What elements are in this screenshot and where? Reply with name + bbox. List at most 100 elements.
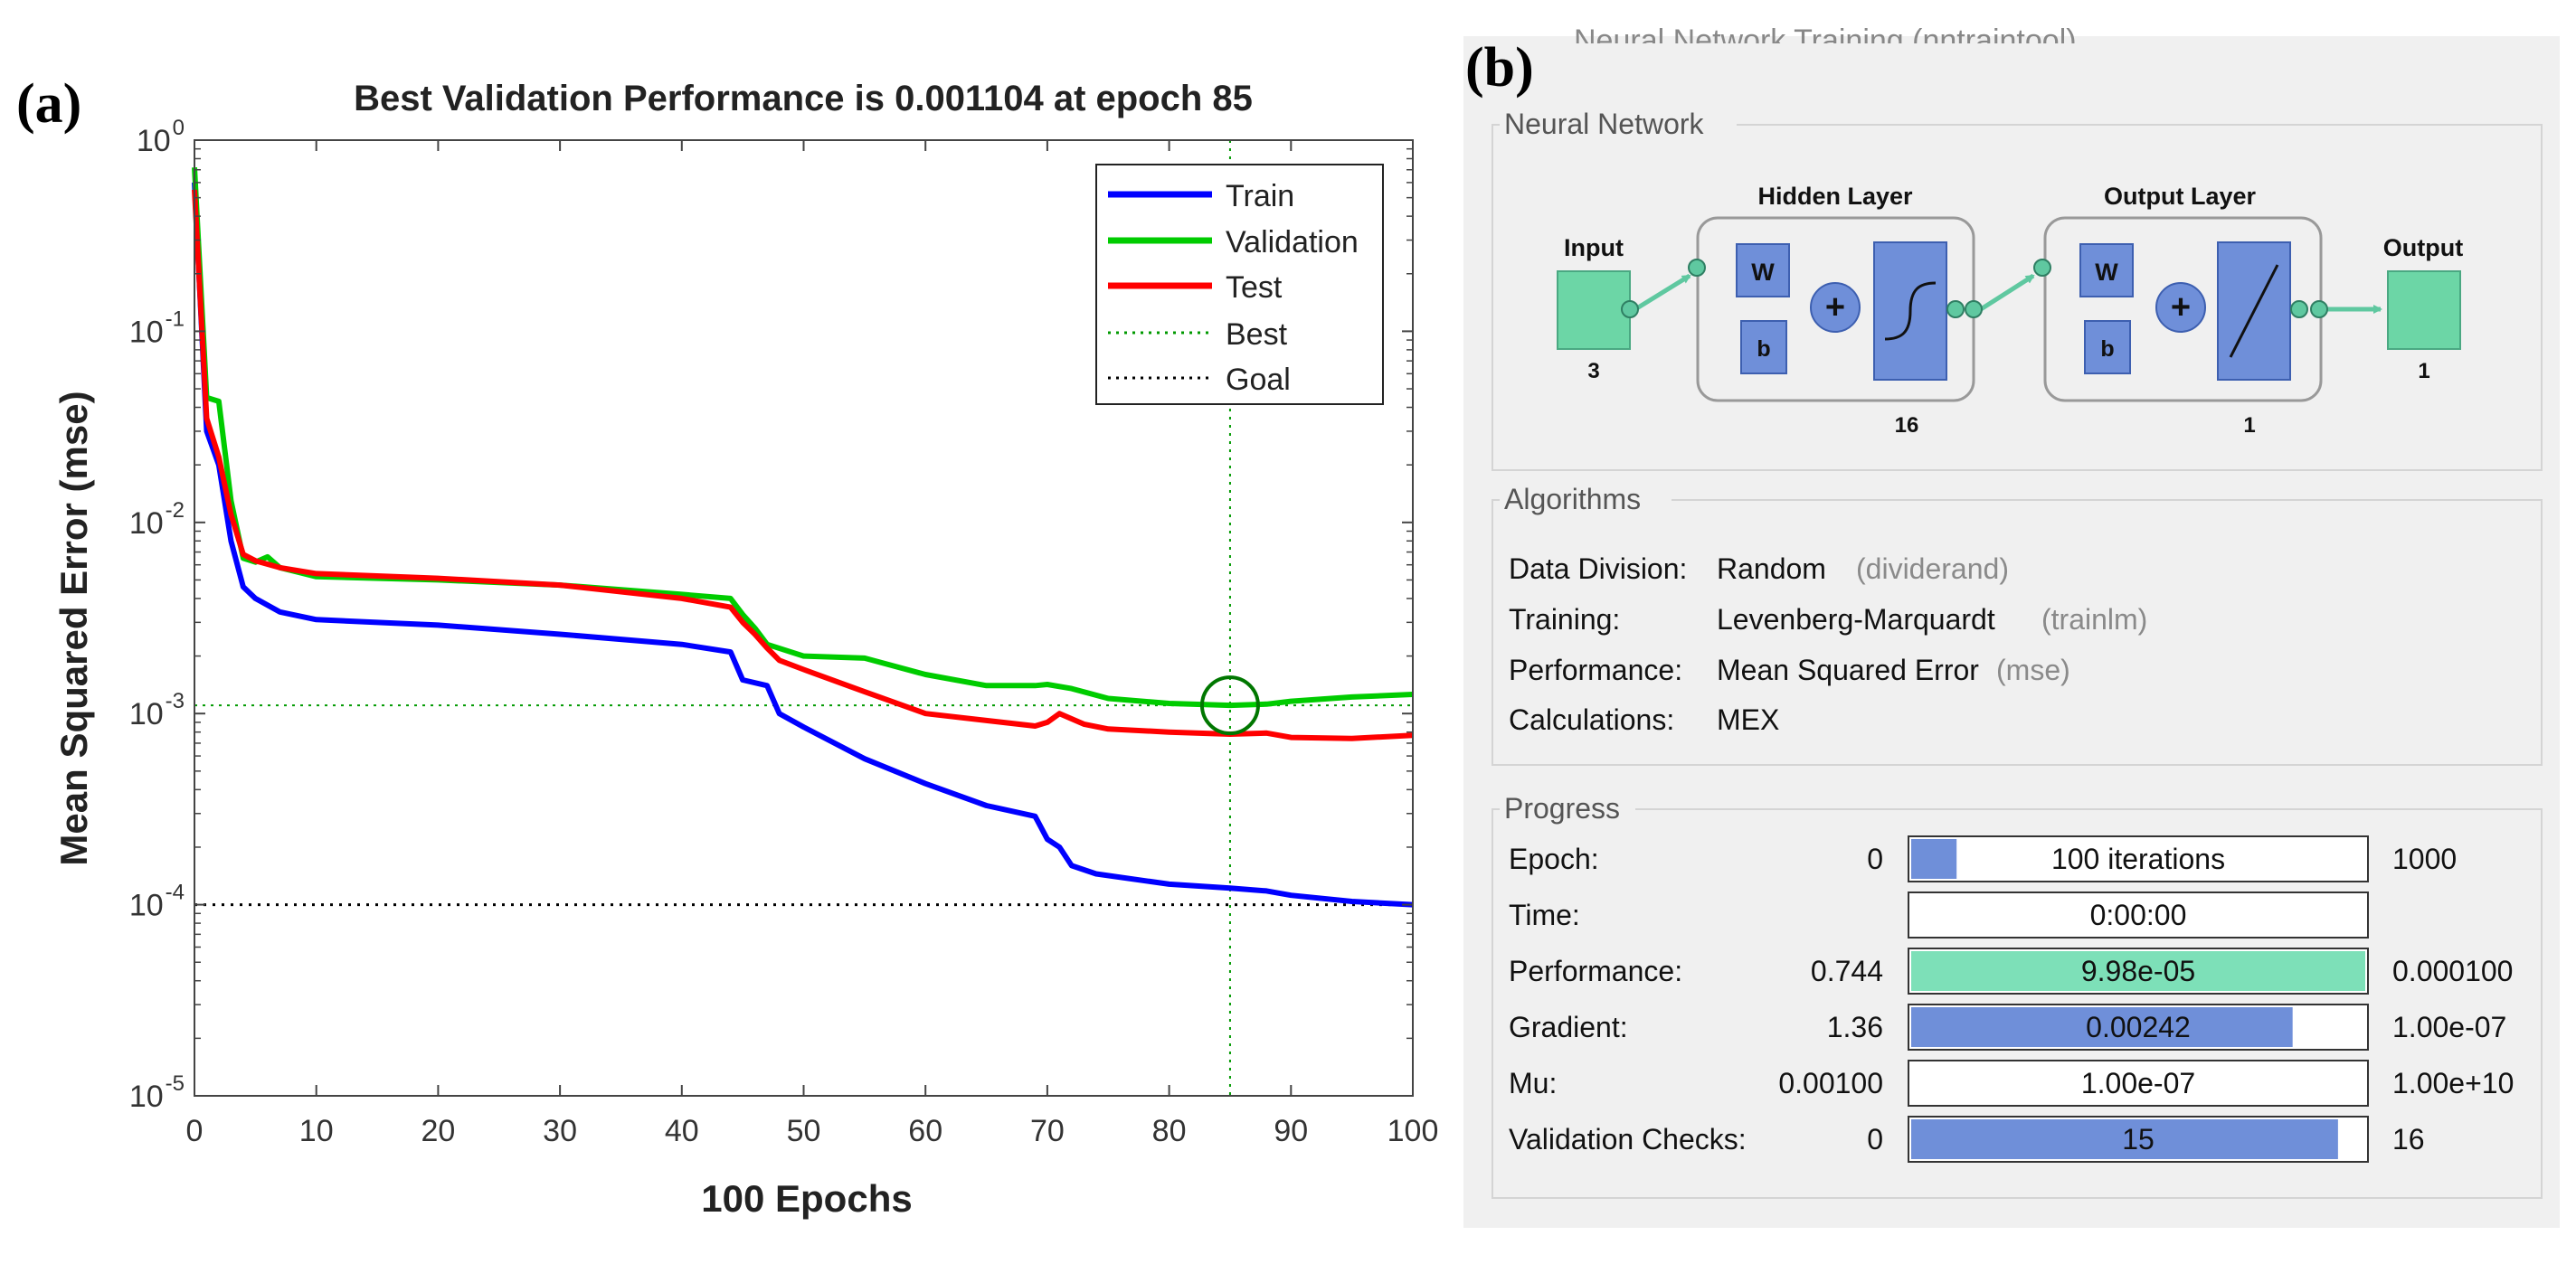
y-tick-label: 10 (129, 889, 164, 923)
progress-bar-fill (1911, 839, 1957, 879)
x-tick-label: 10 (299, 1114, 334, 1148)
progress-rows: Epoch: 0 100 iterations 1000 Time: 0:00:00 Per… (1509, 835, 2514, 1163)
input-size: 3 (1587, 359, 1599, 383)
series-group (192, 167, 1414, 908)
y-tick-exponent: -5 (166, 1071, 185, 1096)
x-tick-label: 70 (1030, 1114, 1065, 1148)
output-bias-label: b (2100, 336, 2114, 362)
progress-bar-text: 0.00242 (2086, 1011, 2191, 1043)
panel-a-label: (a) (16, 73, 81, 135)
progress-end-value: 1000 (2392, 843, 2457, 875)
input-node (1557, 270, 1631, 350)
series-line-test (192, 189, 1414, 741)
progress-bar-track (1908, 891, 2369, 939)
y-axis-label: Mean Squared Error (mse) (52, 391, 95, 865)
output-weight-label: W (2095, 259, 2118, 286)
output-layer-title: Output Layer (2104, 183, 2257, 210)
output-layer-size: 1 (2243, 413, 2255, 438)
x-tick-label: 50 (787, 1114, 821, 1148)
legend-label-validation: Validation (1226, 225, 1359, 259)
best-validation-marker (1199, 675, 1260, 736)
y-tick-label: 10 (129, 697, 164, 731)
progress-start-value: 0 (1867, 843, 1883, 875)
progress-start-value: 0 (1867, 1123, 1883, 1156)
progress-end-value: 0.000100 (2392, 955, 2513, 987)
y-tick-label: 10 (129, 1080, 164, 1114)
x-tick-label: 90 (1274, 1114, 1308, 1148)
network-section-title-bg (1500, 107, 1737, 143)
series-line-train (192, 182, 1414, 908)
x-axis-label: 100 Epochs (701, 1177, 912, 1220)
progress-end-value: 1.00e-07 (2392, 1011, 2506, 1043)
algorithm-label: Performance: (1509, 654, 1682, 686)
progress-start-value: 0.744 (1811, 955, 1883, 987)
y-tick-exponent: -3 (166, 689, 185, 713)
progress-label: Time: (1509, 899, 1580, 931)
progress-end-value: 16 (2392, 1123, 2425, 1156)
progress-bar-track (1908, 835, 2369, 882)
output-size: 1 (2418, 359, 2429, 383)
output-node (2387, 270, 2461, 350)
linear-icon (2229, 264, 2279, 358)
network-section-frame (1492, 124, 2543, 471)
connector-dots (1621, 259, 2328, 318)
y-axis-ticks: 010-110-210-310-410-510 (129, 116, 1413, 1114)
algorithm-label: Data Division: (1509, 552, 1687, 585)
y-tick-label: 10 (129, 315, 164, 349)
legend-label-train: Train (1226, 179, 1294, 213)
hidden-bias-box (1740, 320, 1787, 374)
algorithm-label: Training: (1509, 603, 1620, 636)
progress-section-title: Progress (1504, 792, 1620, 825)
x-tick-label: 60 (908, 1114, 942, 1148)
x-tick-label: 100 (1387, 1114, 1439, 1148)
legend-label-best: Best (1226, 317, 1288, 352)
progress-bar-track (1908, 1060, 2369, 1107)
algorithm-value: Levenberg-Marquardt (1717, 603, 1995, 636)
algorithm-note: (dividerand) (1856, 552, 2009, 585)
progress-bar-fill (1911, 1119, 2338, 1159)
progress-bar-fill (1911, 1007, 2293, 1047)
legend: Train Validation Test Best Goal (1095, 164, 1384, 405)
sigmoid-icon (1884, 281, 1937, 341)
y-tick-exponent: -2 (166, 498, 185, 523)
algorithm-value: MEX (1717, 703, 1779, 736)
chart-title: Best Validation Performance is 0.001104 … (354, 79, 1253, 118)
progress-label: Gradient: (1509, 1011, 1628, 1043)
progress-bar-text: 0:00:00 (2090, 899, 2187, 931)
progress-title-bg (1500, 791, 1635, 827)
y-tick-exponent: -4 (166, 881, 185, 905)
hidden-bias-label: b (1757, 336, 1770, 362)
algorithms-section-title: Algorithms (1504, 483, 1641, 515)
algorithms-section-frame (1492, 499, 2543, 766)
x-tick-label: 30 (543, 1114, 577, 1148)
panel-b-nntraintool: Neural Network Training (nntraintool) (b… (1463, 24, 2560, 1228)
output-bias-box (2084, 320, 2131, 374)
reference-lines (194, 140, 1413, 1096)
progress-label: Mu: (1509, 1067, 1557, 1099)
algorithms-section: Algorithms Data Division: Random (divide… (1492, 482, 2543, 766)
x-tick-label: 40 (665, 1114, 699, 1148)
progress-bar-text: 100 iterations (2051, 843, 2225, 875)
y-tick-label: 10 (129, 506, 164, 541)
hidden-weight-box (1736, 243, 1790, 297)
algorithms-title-bg (1500, 482, 1672, 518)
progress-end-value: 1.00e+10 (2392, 1067, 2514, 1099)
panel-b-label: (b) (1465, 37, 1534, 99)
algorithm-note: (mse) (1996, 654, 2070, 686)
algorithm-value: Random (1717, 552, 1826, 585)
y-tick-label: 10 (137, 124, 171, 158)
progress-bar-fill (1911, 951, 2365, 991)
y-tick-exponent: -1 (166, 307, 185, 331)
progress-label: Performance: (1509, 955, 1682, 987)
algorithm-note: (trainlm) (2041, 603, 2147, 636)
hidden-weight-label: W (1751, 259, 1775, 286)
progress-bar-text: 9.98e-05 (2081, 955, 2195, 987)
hidden-layer-size: 16 (1895, 413, 1919, 438)
legend-label-goal: Goal (1226, 363, 1291, 397)
x-tick-label: 0 (186, 1114, 204, 1148)
output-sum-label: + (2171, 288, 2191, 326)
legend-label-test: Test (1226, 270, 1283, 305)
hidden-sum-label: + (1825, 288, 1845, 326)
x-axis-ticks: 0 10 20 30 40 50 60 70 80 90 100 (186, 140, 1439, 1148)
